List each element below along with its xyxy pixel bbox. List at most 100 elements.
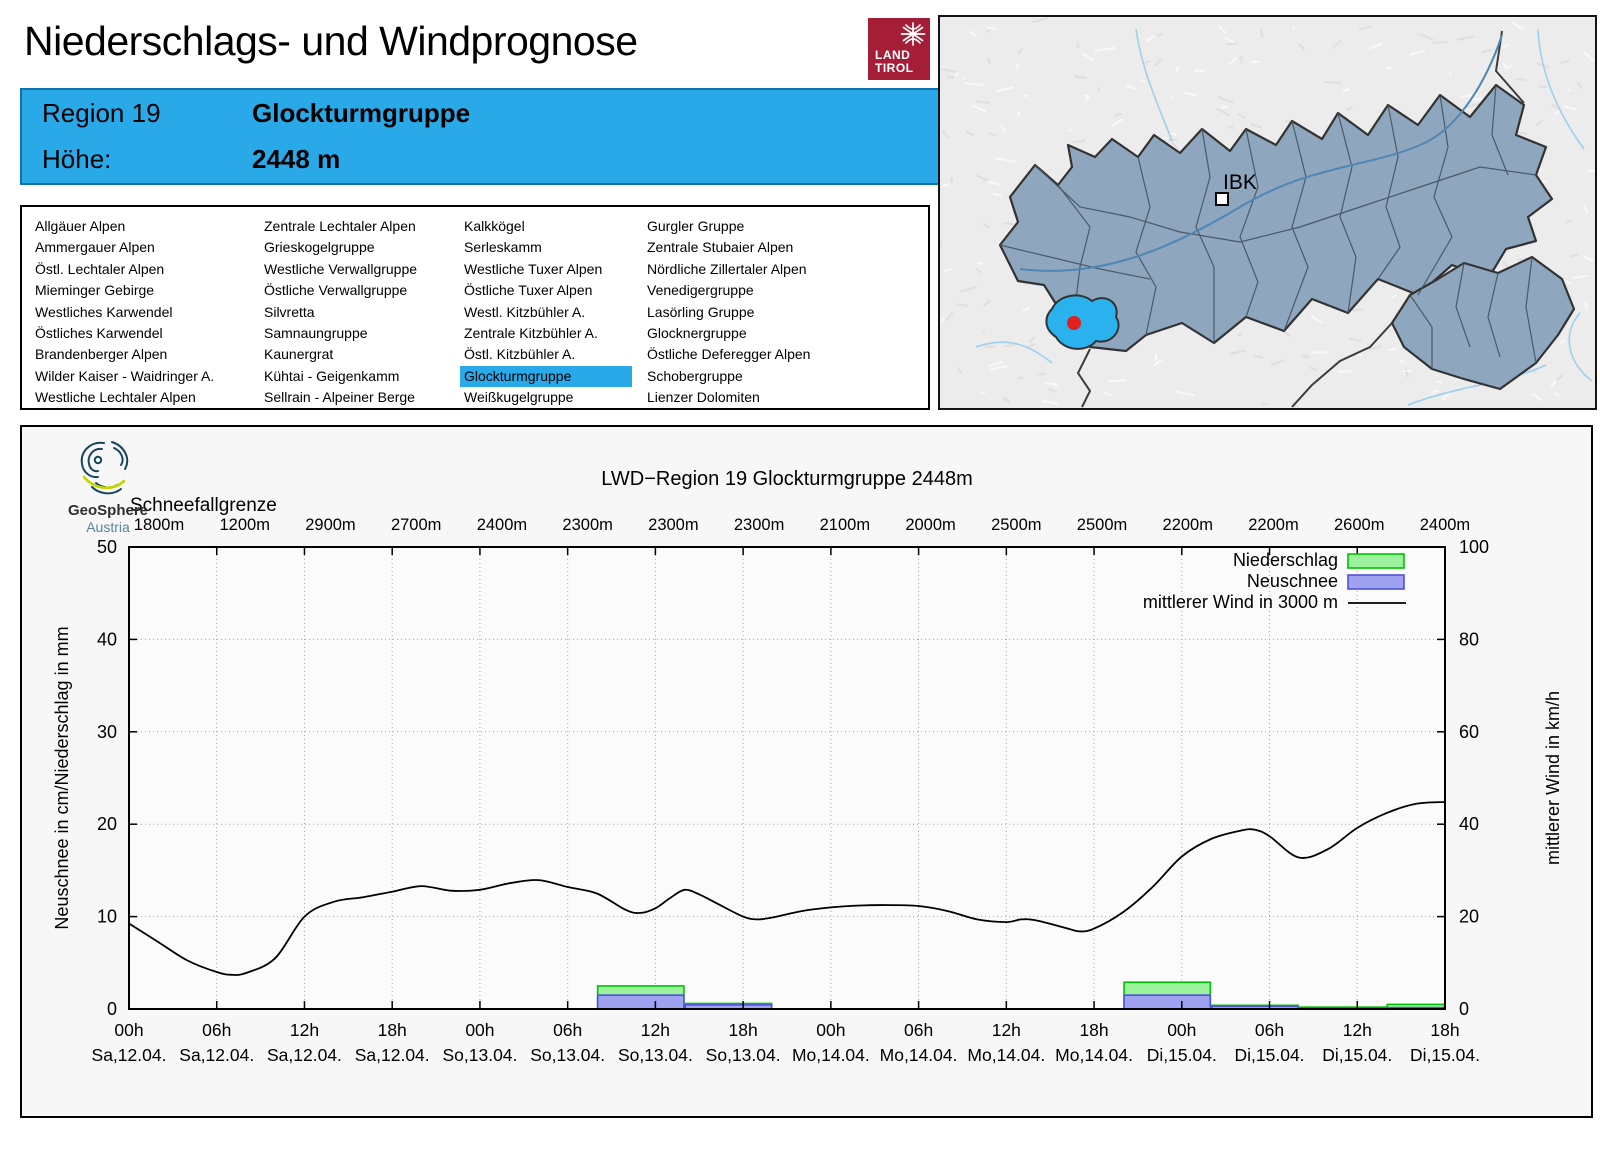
region-list-item[interactable]: Serleskamm xyxy=(464,237,632,258)
terrain-stroke xyxy=(956,366,963,375)
tirol-map[interactable]: IBK xyxy=(937,15,1600,410)
terrain-stroke xyxy=(1076,42,1080,49)
x-tick-hour-label: 18h xyxy=(1079,1020,1108,1040)
region-list-item[interactable]: Kalkkögel xyxy=(464,216,632,237)
terrain-stroke xyxy=(968,30,977,38)
region-list-item-label: Brandenberger Alpen xyxy=(35,346,168,363)
region-list-item[interactable]: Östl. Kitzbühler A. xyxy=(464,344,632,365)
region-list-item-label: Glocknergruppe xyxy=(647,324,747,341)
terrain-stroke xyxy=(1215,107,1230,116)
terrain-stroke xyxy=(1388,347,1397,352)
terrain-stroke xyxy=(1576,81,1583,90)
terrain-stroke xyxy=(1017,47,1024,55)
region-list-item[interactable]: Weißkugelgruppe xyxy=(464,387,632,408)
region-list-item-selected[interactable]: Glockturmgruppe xyxy=(460,365,632,388)
region-list-item-label: Silvretta xyxy=(264,303,315,320)
national-border-lines xyxy=(1076,30,1525,408)
terrain-stroke xyxy=(1310,315,1323,325)
terrain-stroke xyxy=(1358,25,1373,31)
y-right-tick-label: 20 xyxy=(1459,907,1479,927)
terrain-stroke xyxy=(1145,34,1155,43)
y-left-tick-label: 50 xyxy=(97,537,117,557)
terrain-stroke xyxy=(940,318,945,324)
region-list-item[interactable]: Brandenberger Alpen xyxy=(35,344,214,365)
terrain-stroke xyxy=(1229,349,1247,355)
terrain-stroke xyxy=(987,180,1001,186)
region-list-item[interactable]: Glocknergruppe xyxy=(647,323,810,344)
region-list-item-label: Östl. Lechtaler Alpen xyxy=(35,260,165,277)
region-list-item[interactable]: Östl. Lechtaler Alpen xyxy=(35,259,214,280)
terrain-stroke xyxy=(1259,29,1264,38)
region-list-column: Allgäuer Alpen Ammergauer Alpen Östl. Lech… xyxy=(35,216,214,409)
region-list-item[interactable]: Grieskogelgruppe xyxy=(264,237,417,258)
region-list-item[interactable]: Westliches Karwendel xyxy=(35,302,214,323)
terrain-stroke xyxy=(1565,280,1572,286)
region-list-item[interactable]: Sellrain - Alpeiner Berge xyxy=(264,387,417,408)
terrain-stroke xyxy=(1003,222,1017,226)
x-tick-date-label: So,13.04. xyxy=(442,1045,517,1065)
region-list-item[interactable]: Lienzer Dolomiten xyxy=(647,387,810,408)
region-list-item[interactable]: Venedigergruppe xyxy=(647,280,810,301)
y-left-tick-label: 10 xyxy=(97,907,117,927)
terrain-stroke xyxy=(1572,274,1588,280)
region-list-item[interactable]: Nördliche Zillertaler Alpen xyxy=(647,259,810,280)
region-list-item[interactable]: Westl. Kitzbühler A. xyxy=(464,302,632,323)
region-list-item[interactable]: Zentrale Lechtaler Alpen xyxy=(264,216,417,237)
terrain-stroke xyxy=(976,100,991,104)
region-list-item[interactable]: Schobergruppe xyxy=(647,366,810,387)
legend-label: Neuschnee xyxy=(1247,571,1338,591)
region-list-item[interactable]: Allgäuer Alpen xyxy=(35,216,214,237)
region-list-column: Zentrale Lechtaler Alpen Grieskogelgruppe… xyxy=(264,216,417,409)
selected-region-glockturmgruppe[interactable] xyxy=(1045,294,1120,350)
region-list-item[interactable]: Mieminger Gebirge xyxy=(35,280,214,301)
region-list-item[interactable]: Lasörling Gruppe xyxy=(647,302,810,323)
region-list-item[interactable]: Westliche Verwallgruppe xyxy=(264,259,417,280)
terrain-stroke xyxy=(1309,366,1318,372)
x-tick-hour-label: 00h xyxy=(465,1020,494,1040)
terrain-stroke xyxy=(1569,253,1579,258)
terrain-stroke xyxy=(1108,379,1126,383)
y-left-axis-title: Neuschnee in cm/Niederschlag in mm xyxy=(52,626,72,929)
altitude-value: 2448 m xyxy=(252,144,341,175)
terrain-stroke xyxy=(1163,136,1169,143)
terrain-stroke xyxy=(1357,352,1363,358)
region-list-column: Gurgler Gruppe Zentrale Stubaier Alpen Nör… xyxy=(647,216,810,409)
region-list-item[interactable]: Zentrale Stubaier Alpen xyxy=(647,237,810,258)
terrain-stroke xyxy=(1342,87,1351,93)
terrain-stroke xyxy=(1113,112,1123,117)
terrain-stroke xyxy=(1017,110,1021,117)
region-list-item[interactable]: Kaunergrat xyxy=(264,344,417,365)
x-tick-date-label: Di,15.04. xyxy=(1235,1045,1305,1065)
region-list-item[interactable]: Kühtai - Geigenkamm xyxy=(264,366,417,387)
snowline-value: 2700m xyxy=(391,516,441,534)
terrain-stroke xyxy=(1582,255,1594,262)
region-list-item[interactable]: Wilder Kaiser - Waidringer A. xyxy=(35,366,214,387)
region-list-item[interactable]: Östliche Verwallgruppe xyxy=(264,280,417,301)
terrain-stroke xyxy=(1237,112,1246,120)
x-tick-hour-label: 18h xyxy=(378,1020,407,1040)
snowline-value: 2000m xyxy=(905,516,955,534)
x-tick-hour-label: 12h xyxy=(992,1020,1021,1040)
region-list-item[interactable]: Östliche Deferegger Alpen xyxy=(647,344,810,365)
forecast-chart: 00h Sa,12.04. 1800m 06h Sa,12.04. 1200m 12h Sa,… xyxy=(52,468,1563,1065)
terrain-stroke xyxy=(1566,87,1572,93)
river-lines-light xyxy=(975,28,1593,406)
region-list-item[interactable]: Westliche Tuxer Alpen xyxy=(464,259,632,280)
tirol-map-svg: IBK xyxy=(937,16,1600,409)
region-list-item[interactable]: Gurgler Gruppe xyxy=(647,216,810,237)
region-list-item[interactable]: Silvretta xyxy=(264,302,417,323)
x-tick-hour-label: 06h xyxy=(1255,1020,1284,1040)
snowline-value: 1800m xyxy=(134,516,184,534)
terrain-stroke xyxy=(1175,390,1195,397)
terrain-stroke xyxy=(986,57,992,65)
region-list-item[interactable]: Samnaungruppe xyxy=(264,323,417,344)
y-right-tick-label: 60 xyxy=(1459,722,1479,742)
region-list-item[interactable]: Östliche Tuxer Alpen xyxy=(464,280,632,301)
terrain-stroke xyxy=(1016,63,1020,69)
terrain-stroke xyxy=(1003,343,1018,348)
region-list-item[interactable]: Westliche Lechtaler Alpen xyxy=(35,387,214,408)
region-list-item[interactable]: Zentrale Kitzbühler A. xyxy=(464,323,632,344)
region-list-item[interactable]: Östliches Karwendel xyxy=(35,323,214,344)
terrain-stroke xyxy=(982,299,991,308)
region-list-item[interactable]: Ammergauer Alpen xyxy=(35,237,214,258)
